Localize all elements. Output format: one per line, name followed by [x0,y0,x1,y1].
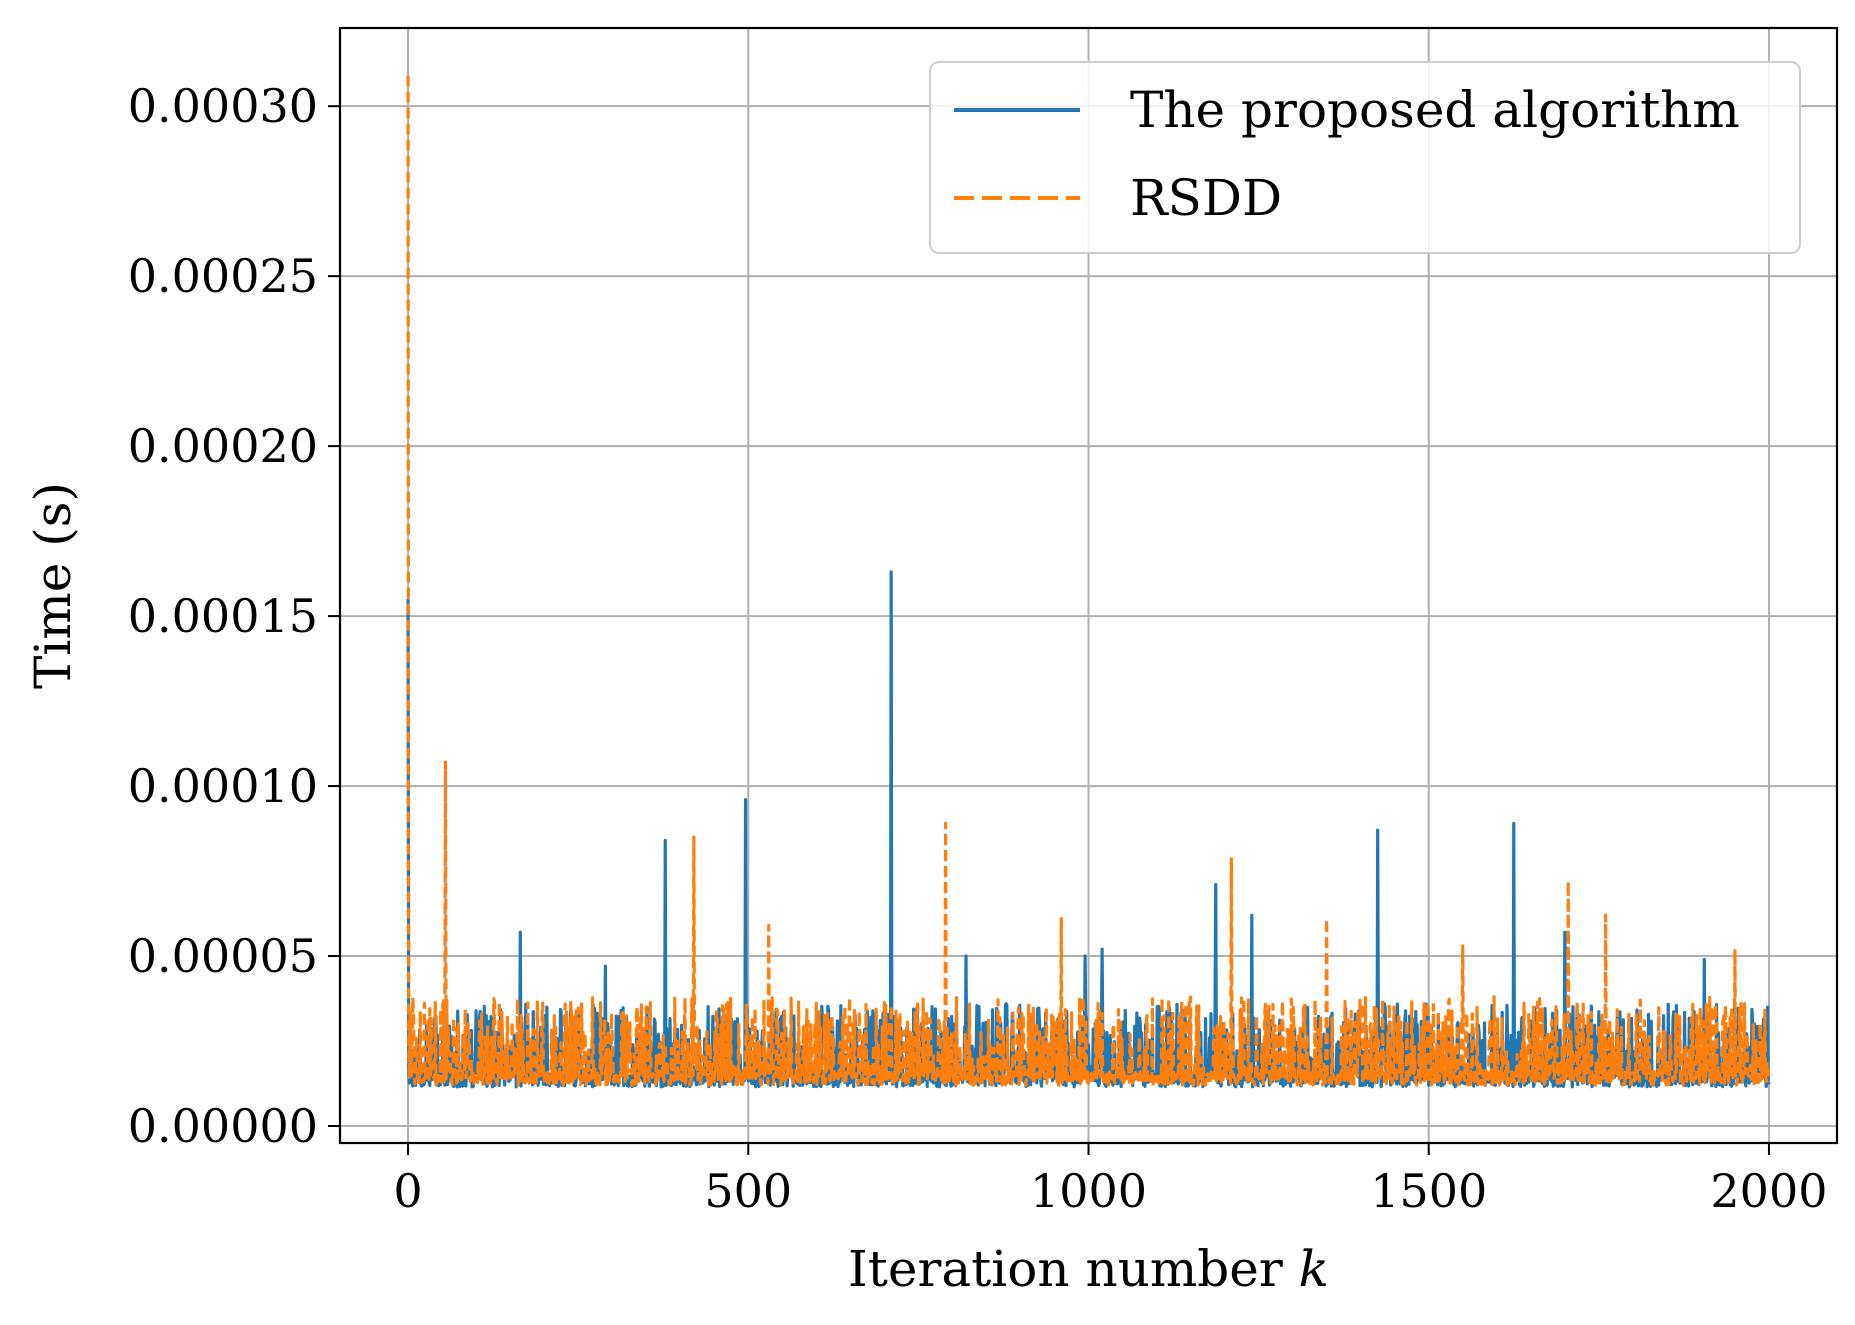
x-tick-label: 2000 [1710,1164,1827,1218]
y-tick-label: 0.00015 [128,589,318,643]
x-tick-label: 1000 [1030,1164,1147,1218]
series-line-rsdd [406,75,1771,1087]
y-tick-label: 0.00000 [128,1099,318,1153]
x-tick-label: 0 [393,1164,422,1218]
y-tick-label: 0.00020 [128,419,318,473]
legend-label: RSDD [1130,169,1282,227]
series-layer [406,75,1771,1089]
legend-box [929,61,1801,254]
x-tick-label: 1500 [1370,1164,1487,1218]
y-tick-label: 0.00025 [128,249,318,303]
x-axis-label: Iteration number k [848,1240,1329,1298]
ticks: 0 500 1000 1500 2000 0.00000 0.00005 0.00010 0.0… [128,79,1828,1218]
y-tick-label: 0.00030 [128,79,318,133]
x-axis-label-variable: k [1299,1240,1329,1298]
x-axis-label-text: Iteration number [848,1240,1299,1298]
legend: The proposed algorithm RSDD [929,61,1801,254]
legend-label: The proposed algorithm [1130,81,1740,139]
y-tick-label: 0.00005 [128,929,318,983]
y-axis-label: Time (s) [24,482,82,689]
x-tick-label: 500 [704,1164,792,1218]
y-tick-label: 0.00010 [128,759,318,813]
